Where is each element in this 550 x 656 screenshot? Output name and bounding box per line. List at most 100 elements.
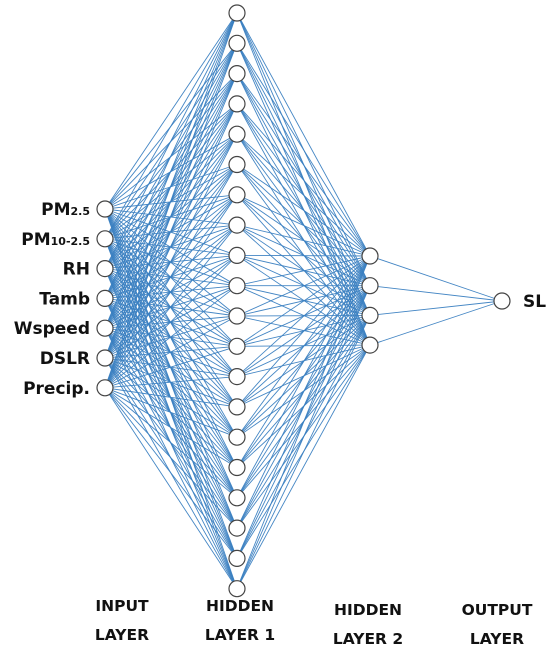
connection-l2-16-1 (236, 255, 371, 468)
hidden1-node-5 (228, 125, 246, 143)
hidden1-node-2 (228, 34, 246, 52)
hidden2-node-4 (361, 336, 379, 354)
connection-l2-11-1 (236, 255, 371, 317)
connection-l1-7-10 (104, 285, 238, 389)
hidden1-node-1 (228, 4, 246, 22)
layer-title-1-line-1: INPUT (95, 597, 149, 615)
connection-l1-7-12 (104, 345, 238, 389)
connection-l2-20-4 (236, 344, 371, 589)
input-label-2: PM10-2.5 (21, 230, 90, 250)
hidden1-node-13 (228, 368, 246, 386)
connection-l1-7-19 (104, 387, 238, 559)
connection-l1-7-11 (104, 315, 238, 389)
input-node-6 (96, 349, 114, 367)
connections (104, 12, 503, 589)
hidden1-node-6 (228, 155, 246, 174)
input-label-3: RH (63, 260, 90, 280)
hidden1-node-7 (228, 186, 246, 204)
connection-l1-5-1 (104, 12, 238, 329)
connection-l2-20-1 (236, 255, 371, 589)
hidden1-node-16 (228, 458, 246, 477)
connection-l2-17-1 (236, 255, 371, 499)
output-node-1 (493, 292, 511, 310)
hidden1-node-3 (228, 64, 246, 83)
connection-l2-5-1 (236, 133, 371, 257)
input-label-5: Wspeed (14, 319, 90, 339)
connection-l1-6-1 (104, 12, 238, 359)
hidden1-node-14 (228, 398, 246, 416)
hidden2-node-3 (361, 306, 379, 324)
output-label: SL (523, 292, 546, 312)
connection-l2-20-3 (236, 315, 371, 589)
connection-l3-2-1 (369, 285, 503, 302)
input-label-7: Precip. (23, 379, 90, 399)
connection-l2-3-1 (236, 73, 371, 257)
connection-l1-7-3 (104, 73, 238, 388)
hidden1-node-9 (228, 246, 246, 264)
input-node-5 (96, 319, 114, 337)
layer-title-2-line-1: HIDDEN (206, 597, 274, 615)
connection-l2-6-1 (236, 164, 371, 257)
connection-l1-7-5 (104, 133, 238, 389)
connection-l2-1-1 (236, 12, 371, 257)
connection-l2-7-1 (236, 194, 371, 257)
connection-l2-14-1 (236, 255, 371, 408)
layer-title-1-line-2: LAYER (95, 626, 149, 644)
connection-l1-7-9 (104, 255, 238, 389)
hidden1-node-18 (228, 519, 246, 537)
connection-l1-7-1 (104, 12, 238, 388)
hidden1-node-15 (228, 428, 246, 446)
input-label-1: PM2.5 (41, 200, 90, 220)
input-node-2 (96, 230, 114, 248)
hidden1-node-4 (228, 95, 246, 113)
connection-l2-8-1 (236, 224, 371, 257)
connection-l2-19-1 (236, 255, 371, 559)
input-node-1 (96, 200, 114, 218)
hidden1-node-17 (228, 489, 246, 507)
connection-l2-18-1 (236, 255, 371, 529)
connection-l2-4-1 (236, 103, 371, 257)
hidden2-node-1 (361, 247, 379, 265)
connection-l1-7-7 (104, 194, 238, 389)
input-label-6: DSLR (40, 349, 90, 369)
input-node-3 (96, 260, 114, 278)
hidden1-node-19 (228, 549, 246, 568)
hidden1-node-20 (228, 580, 246, 598)
connection-l1-7-2 (104, 43, 238, 388)
connection-l1-1-1 (104, 12, 238, 210)
connection-l1-7-6 (104, 164, 238, 389)
connection-l1-7-18 (104, 387, 238, 529)
connection-l1-7-15 (104, 387, 238, 438)
input-node-7 (96, 379, 114, 397)
layer-title-2-line-2: LAYER 1 (205, 626, 275, 644)
connection-l1-7-20 (104, 387, 238, 589)
layer-title-4-line-2: LAYER (470, 630, 524, 648)
labels: PM2.5 PM10-2.5 RH Tamb Wspeed DSLR Precip. SL IN… (14, 200, 547, 648)
layer-title-4-line-1: OUTPUT (462, 601, 533, 619)
connection-l1-7-13 (104, 376, 238, 389)
connection-l1-3-1 (104, 12, 238, 269)
input-label-4: Tamb (39, 289, 90, 309)
connection-l3-4-1 (369, 300, 503, 346)
connection-l1-7-14 (104, 387, 238, 408)
connection-l2-2-1 (236, 43, 371, 257)
connection-l2-12-1 (236, 255, 371, 347)
connection-l1-4-1 (104, 12, 238, 299)
layer-title-3-line-1: HIDDEN (334, 601, 402, 619)
hidden1-node-11 (228, 307, 246, 325)
connection-l1-7-4 (104, 103, 238, 388)
layer-title-3-line-2: LAYER 2 (333, 630, 403, 648)
connection-l1-7-16 (104, 387, 238, 468)
connection-l2-20-2 (236, 285, 371, 589)
connection-l3-1-1 (369, 255, 503, 302)
connection-l1-7-8 (104, 224, 238, 389)
connection-l2-10-1 (236, 255, 371, 287)
hidden1-node-12 (228, 337, 246, 355)
connection-l2-9-1 (236, 254, 371, 257)
hidden1-node-10 (228, 277, 246, 295)
connection-l3-3-1 (369, 300, 503, 316)
connection-l1-7-17 (104, 387, 238, 499)
neurons (96, 4, 511, 598)
connection-l2-15-1 (236, 255, 371, 438)
